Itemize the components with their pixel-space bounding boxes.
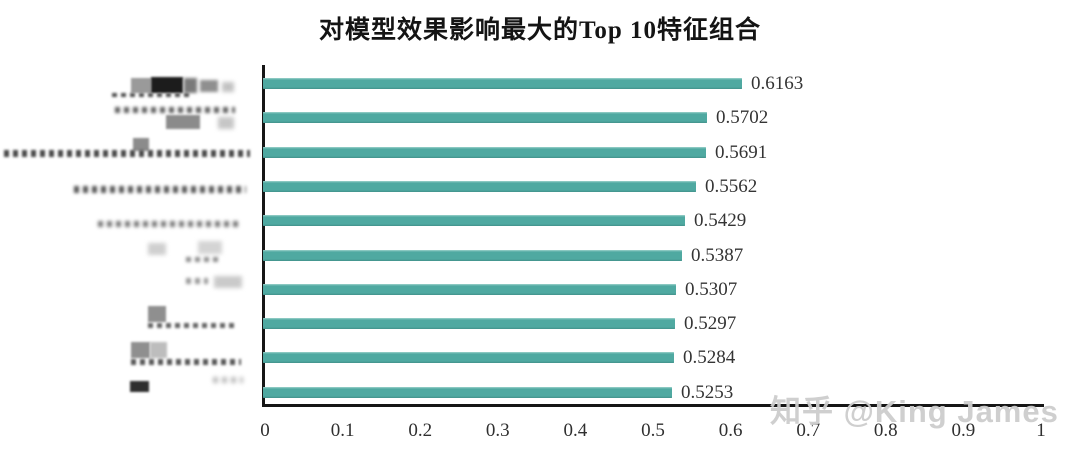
x-tick-label: 0.5 — [641, 420, 665, 441]
bar — [263, 249, 682, 261]
x-tick-label: 0.9 — [951, 420, 976, 441]
x-tick-label: 0.8 — [873, 420, 898, 441]
bar-value-label: 0.5284 — [683, 347, 736, 369]
redacted-y-label — [148, 306, 166, 322]
redacted-y-label — [131, 359, 241, 365]
redacted-y-label — [133, 138, 149, 151]
bar-value-label: 0.5253 — [681, 381, 734, 403]
bar — [263, 386, 672, 398]
x-tick-label: 0.1 — [330, 420, 355, 441]
watermark: 知乎 @King James — [770, 394, 1059, 429]
redacted-y-label — [150, 342, 167, 358]
redacted-y-label — [131, 342, 150, 358]
redacted-y-label — [112, 93, 192, 97]
x-tick-label: 0 — [260, 420, 270, 441]
redacted-y-label — [186, 257, 220, 262]
bar-value-label: 0.5307 — [685, 278, 738, 300]
redacted-y-label — [218, 117, 234, 129]
bar — [263, 215, 685, 227]
bar-value-label: 0.5562 — [705, 175, 758, 197]
x-tick-label: 0.2 — [408, 420, 433, 441]
redacted-y-label — [148, 243, 166, 255]
bar-value-label: 0.5297 — [684, 313, 737, 335]
x-tick-label: 1 — [1036, 420, 1046, 441]
bar-value-label: 0.5691 — [715, 141, 768, 163]
redacted-y-label — [74, 186, 246, 193]
bar-value-label: 0.5429 — [694, 210, 747, 232]
bar — [263, 146, 706, 158]
redacted-y-label — [214, 276, 242, 288]
redacted-y-label — [166, 115, 200, 129]
redacted-y-label — [198, 241, 222, 254]
redacted-y-label — [4, 150, 250, 157]
x-tick-label: 0.6 — [718, 420, 743, 441]
chart-title: 对模型效果影响最大的Top 10特征组合 — [318, 17, 762, 44]
x-tick-label: 0.4 — [563, 420, 588, 441]
redacted-y-label — [213, 377, 243, 383]
bar — [263, 318, 675, 330]
redacted-y-label — [130, 381, 149, 392]
bar — [263, 283, 676, 295]
bar-value-label: 0.6163 — [751, 73, 804, 94]
redacted-y-label — [98, 221, 240, 227]
y-axis-line — [262, 65, 265, 407]
redacted-y-label — [200, 80, 218, 92]
bar — [263, 78, 742, 89]
bar — [263, 112, 707, 124]
bar-value-label: 0.5702 — [716, 107, 769, 129]
redacted-y-label — [148, 323, 234, 328]
redacted-y-label — [131, 78, 151, 93]
x-tick-label: 0.7 — [796, 420, 821, 441]
x-tick-label: 0.3 — [485, 420, 510, 441]
redacted-y-label — [186, 278, 208, 284]
bar — [263, 180, 696, 192]
redacted-y-label — [151, 77, 183, 93]
x-axis-line — [262, 404, 1044, 407]
redacted-y-label — [184, 78, 197, 93]
bar-value-label: 0.5387 — [691, 244, 744, 266]
redacted-y-label — [222, 82, 234, 92]
redacted-y-label — [115, 107, 235, 113]
bar — [263, 352, 674, 364]
